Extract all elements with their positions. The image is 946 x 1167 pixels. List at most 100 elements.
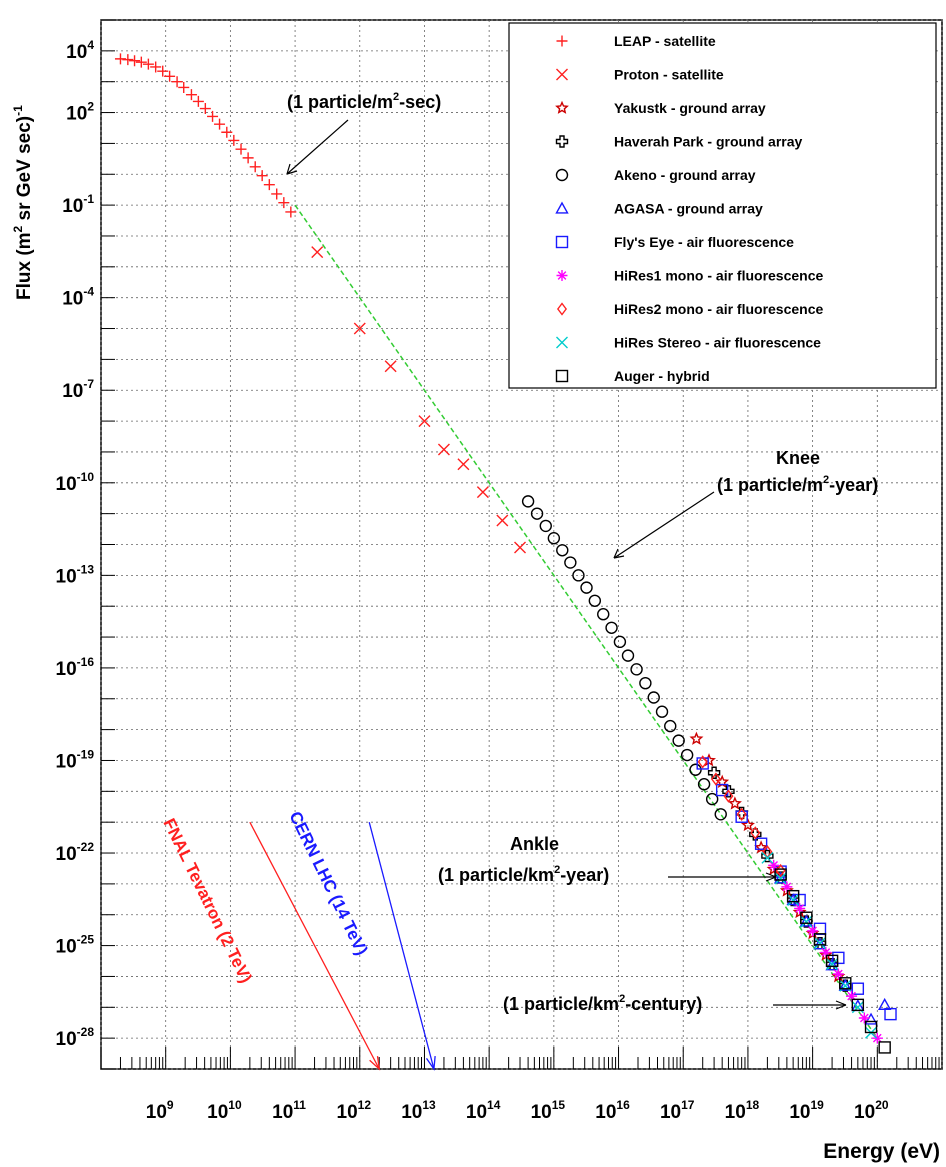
marker-circle (555, 168, 569, 182)
data-point-series-8 (723, 789, 734, 803)
y-tick-label-base: 10 (56, 474, 77, 495)
x-tick-label-base: 10 (725, 1102, 746, 1123)
marker-star (754, 840, 769, 854)
marker-square (839, 977, 852, 990)
data-point-series-1 (353, 322, 366, 335)
marker-circle (547, 532, 561, 545)
annotation-ankle-post: -year) (560, 865, 609, 885)
marker-circle (621, 649, 635, 662)
marker-plus (157, 65, 169, 77)
data-point-series-10 (839, 977, 852, 990)
data-point-series-4 (605, 621, 618, 634)
data-point-series-4 (530, 507, 544, 520)
data-point-series-5 (799, 914, 814, 927)
y-tick-label: 10-13 (56, 562, 95, 587)
x-tick-label-exp: 20 (875, 1098, 889, 1112)
legend-marker-9 (556, 336, 568, 349)
legend-label-6: Fly's Eye - air fluorescence (614, 234, 794, 250)
y-tick-label-base: 10 (56, 1029, 77, 1050)
x-tick-label: 1016 (595, 1098, 630, 1123)
data-point-series-9 (761, 851, 774, 864)
data-point-series-7 (768, 859, 780, 871)
marker-plus (221, 126, 233, 138)
marker-star (792, 904, 807, 919)
marker-circle (689, 763, 702, 776)
x-tick-label: 1015 (531, 1098, 566, 1123)
marker-x (826, 958, 839, 971)
marker-circle (605, 621, 618, 634)
legend-marker-7 (556, 270, 568, 281)
marker-cross (707, 766, 721, 779)
marker-plus (556, 35, 568, 47)
x-tick-label-exp: 16 (616, 1098, 630, 1112)
data-point-series-2 (689, 731, 704, 745)
annotation-ankle-sup: 2 (554, 864, 560, 876)
x-tick-label-exp: 13 (422, 1098, 436, 1112)
annotation-century-sup: 2 (619, 993, 625, 1005)
data-point-series-10 (825, 954, 839, 968)
marker-star (766, 861, 781, 876)
marker-square (786, 889, 800, 903)
data-point-series-0 (135, 56, 147, 68)
data-point-series-4 (672, 734, 685, 747)
marker-circle (556, 544, 569, 557)
marker-plus (192, 95, 204, 107)
data-point-series-7 (832, 968, 844, 980)
marker-triangle (838, 978, 852, 991)
fit-line-segment (294, 204, 878, 1039)
y-tick-label-exp: -19 (77, 747, 95, 761)
marker-star (689, 731, 704, 745)
marker-square (832, 951, 845, 965)
y-tick-label-exp: -7 (83, 377, 94, 391)
x-axis-label: Energy (eV) (823, 1140, 940, 1163)
legend-label-9: HiRes Stereo - air fluorescence (614, 335, 821, 351)
marker-circle (697, 778, 711, 791)
x-tick-label: 1010 (207, 1098, 242, 1123)
y-tick-label-exp: 4 (87, 38, 94, 52)
marker-cross (749, 828, 762, 841)
marker-asterisk (832, 968, 844, 980)
x-tick-label: 1018 (725, 1098, 760, 1123)
data-point-series-4 (714, 808, 727, 821)
legend-label-8: HiRes2 mono - air fluorescence (614, 301, 824, 317)
data-point-series-0 (185, 89, 197, 101)
data-point-series-7 (794, 902, 806, 914)
data-points (114, 53, 897, 1054)
marker-plus (150, 61, 162, 73)
marker-plus (207, 110, 219, 122)
marker-triangle (864, 1012, 878, 1025)
data-point-series-5 (825, 958, 839, 971)
y-tick-label-exp: -10 (77, 470, 95, 484)
legend-label-1: Proton - satellite (614, 67, 724, 83)
data-point-series-6 (884, 1007, 897, 1021)
data-point-series-10 (800, 911, 813, 924)
annotation-knee-title: Knee (776, 448, 820, 468)
pointer-century-head (835, 1000, 847, 1010)
marker-asterisk (807, 925, 819, 937)
data-point-series-9 (787, 894, 800, 907)
marker-plus (178, 81, 190, 93)
data-point-series-0 (207, 110, 219, 122)
data-point-series-10 (864, 1020, 878, 1034)
data-point-series-5 (786, 893, 800, 906)
fnal-arrow-head (369, 1056, 381, 1071)
marker-square (884, 1007, 897, 1021)
marker-x (311, 246, 324, 259)
data-point-series-8 (736, 807, 747, 821)
x-tick-label: 109 (146, 1098, 174, 1123)
data-point-series-0 (150, 61, 162, 73)
data-point-series-0 (278, 197, 290, 209)
marker-asterisk (794, 902, 806, 914)
marker-circle (521, 495, 535, 508)
data-point-series-10 (878, 1041, 891, 1054)
y-tick-label-base: 10 (62, 289, 83, 310)
data-point-series-4 (689, 763, 702, 776)
marker-circle (530, 507, 544, 520)
marker-circle (639, 676, 652, 690)
x-tick-label-exp: 14 (487, 1098, 501, 1112)
marker-x (787, 894, 800, 907)
marker-circle (597, 608, 610, 621)
marker-circle (572, 569, 585, 582)
marker-plus (256, 170, 268, 182)
data-point-series-7 (858, 1012, 870, 1024)
